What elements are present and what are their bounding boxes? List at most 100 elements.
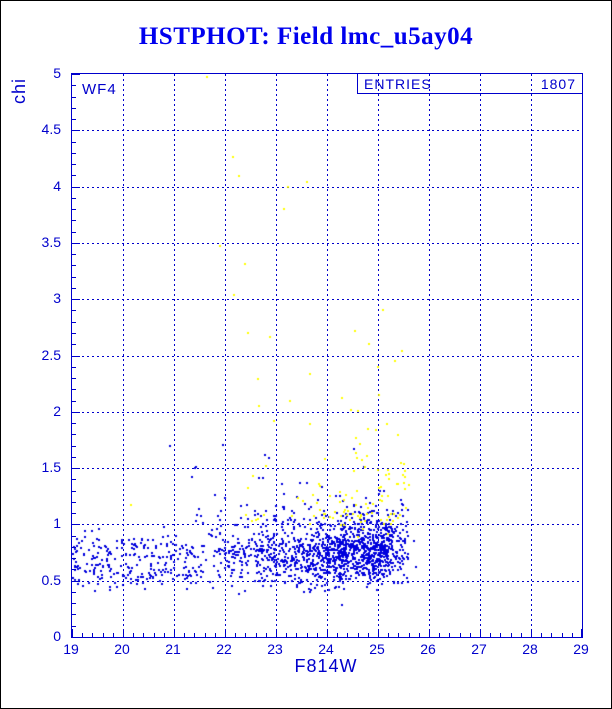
y-minor-tick bbox=[72, 97, 76, 98]
y-minor-tick bbox=[72, 265, 76, 266]
y-minor-tick bbox=[72, 479, 76, 480]
y-major-tick bbox=[72, 468, 80, 469]
x-minor-tick bbox=[205, 633, 206, 637]
x-tick-label: 21 bbox=[165, 641, 181, 657]
y-tick-label: 2.5 bbox=[41, 346, 61, 363]
x-minor-tick bbox=[500, 633, 501, 637]
x-tick-label: 19 bbox=[63, 641, 79, 657]
x-minor-tick bbox=[541, 633, 542, 637]
y-minor-tick bbox=[72, 434, 76, 435]
y-minor-tick bbox=[72, 198, 76, 199]
x-minor-tick bbox=[164, 633, 165, 637]
x-minor-tick bbox=[266, 633, 267, 637]
y-minor-tick bbox=[72, 614, 76, 615]
y-minor-tick bbox=[72, 457, 76, 458]
y-tick-label: 0 bbox=[53, 628, 61, 644]
y-major-tick bbox=[72, 524, 80, 525]
page-title: HSTPHOT: Field lmc_u5ay04 bbox=[138, 23, 474, 50]
x-minor-tick bbox=[409, 633, 410, 637]
x-minor-tick bbox=[572, 633, 573, 637]
x-minor-tick bbox=[317, 633, 318, 637]
y-tick-label: 1 bbox=[53, 515, 61, 532]
stats-box: ENTRIES 1807 bbox=[357, 73, 583, 94]
y-minor-tick bbox=[72, 401, 76, 402]
y-major-tick bbox=[72, 243, 80, 244]
x-tick-label: 24 bbox=[318, 641, 334, 657]
y-major-tick bbox=[72, 130, 80, 131]
x-minor-tick bbox=[215, 633, 216, 637]
x-minor-tick bbox=[398, 633, 399, 637]
chi-vs-f814w-plot: WF4 ENTRIES 1807 bbox=[71, 73, 583, 638]
x-minor-tick bbox=[184, 633, 185, 637]
y-tick-label: 1.5 bbox=[41, 459, 61, 476]
y-minor-tick bbox=[72, 220, 76, 221]
y-major-tick bbox=[72, 637, 80, 638]
y-minor-tick bbox=[72, 344, 76, 345]
x-minor-tick bbox=[235, 633, 236, 637]
x-major-tick bbox=[581, 629, 582, 637]
x-minor-tick bbox=[439, 633, 440, 637]
stats-box-label: ENTRIES bbox=[364, 75, 432, 92]
x-minor-tick bbox=[286, 633, 287, 637]
x-minor-tick bbox=[562, 633, 563, 637]
y-minor-tick bbox=[72, 209, 76, 210]
y-major-tick bbox=[72, 356, 80, 357]
x-major-tick bbox=[531, 629, 532, 637]
y-minor-tick bbox=[72, 502, 76, 503]
x-minor-tick bbox=[511, 633, 512, 637]
x-minor-tick bbox=[256, 633, 257, 637]
x-major-tick bbox=[174, 629, 175, 637]
y-minor-tick bbox=[72, 153, 76, 154]
y-minor-tick bbox=[72, 389, 76, 390]
x-minor-tick bbox=[470, 633, 471, 637]
x-tick-label: 23 bbox=[267, 641, 283, 657]
y-minor-tick bbox=[72, 310, 76, 311]
y-minor-tick bbox=[72, 536, 76, 537]
x-minor-tick bbox=[368, 633, 369, 637]
x-minor-tick bbox=[449, 633, 450, 637]
x-major-tick bbox=[276, 629, 277, 637]
x-minor-tick bbox=[358, 633, 359, 637]
y-major-tick bbox=[72, 299, 80, 300]
x-tick-label: 27 bbox=[471, 641, 487, 657]
y-minor-tick bbox=[72, 164, 76, 165]
x-minor-tick bbox=[194, 633, 195, 637]
y-minor-tick bbox=[72, 378, 76, 379]
x-minor-tick bbox=[490, 633, 491, 637]
x-major-tick bbox=[480, 629, 481, 637]
x-major-tick bbox=[378, 629, 379, 637]
scatter-points-canvas bbox=[72, 74, 582, 637]
y-minor-tick bbox=[72, 142, 76, 143]
x-major-tick bbox=[327, 629, 328, 637]
y-minor-tick bbox=[72, 367, 76, 368]
detector-label: WF4 bbox=[82, 81, 117, 98]
x-tick-label: 28 bbox=[522, 641, 538, 657]
x-minor-tick bbox=[103, 633, 104, 637]
x-tick-label: 25 bbox=[369, 641, 385, 657]
x-major-tick bbox=[72, 629, 73, 637]
y-minor-tick bbox=[72, 491, 76, 492]
x-minor-tick bbox=[419, 633, 420, 637]
x-major-tick bbox=[429, 629, 430, 637]
y-minor-tick bbox=[72, 603, 76, 604]
y-axis-title: chi bbox=[9, 78, 29, 105]
y-minor-tick bbox=[72, 333, 76, 334]
y-tick-label: 2 bbox=[53, 402, 61, 419]
y-minor-tick bbox=[72, 423, 76, 424]
y-tick-label: 3 bbox=[53, 290, 61, 307]
y-minor-tick bbox=[72, 626, 76, 627]
y-minor-tick bbox=[72, 569, 76, 570]
y-minor-tick bbox=[72, 277, 76, 278]
x-tick-label: 29 bbox=[573, 641, 589, 657]
x-major-tick bbox=[123, 629, 124, 637]
x-minor-tick bbox=[337, 633, 338, 637]
y-minor-tick bbox=[72, 288, 76, 289]
x-minor-tick bbox=[347, 633, 348, 637]
y-major-tick bbox=[72, 412, 80, 413]
y-major-tick bbox=[72, 74, 80, 75]
x-axis-title: F814W bbox=[294, 656, 358, 676]
x-minor-tick bbox=[154, 633, 155, 637]
y-minor-tick bbox=[72, 254, 76, 255]
x-minor-tick bbox=[551, 633, 552, 637]
x-minor-tick bbox=[92, 633, 93, 637]
